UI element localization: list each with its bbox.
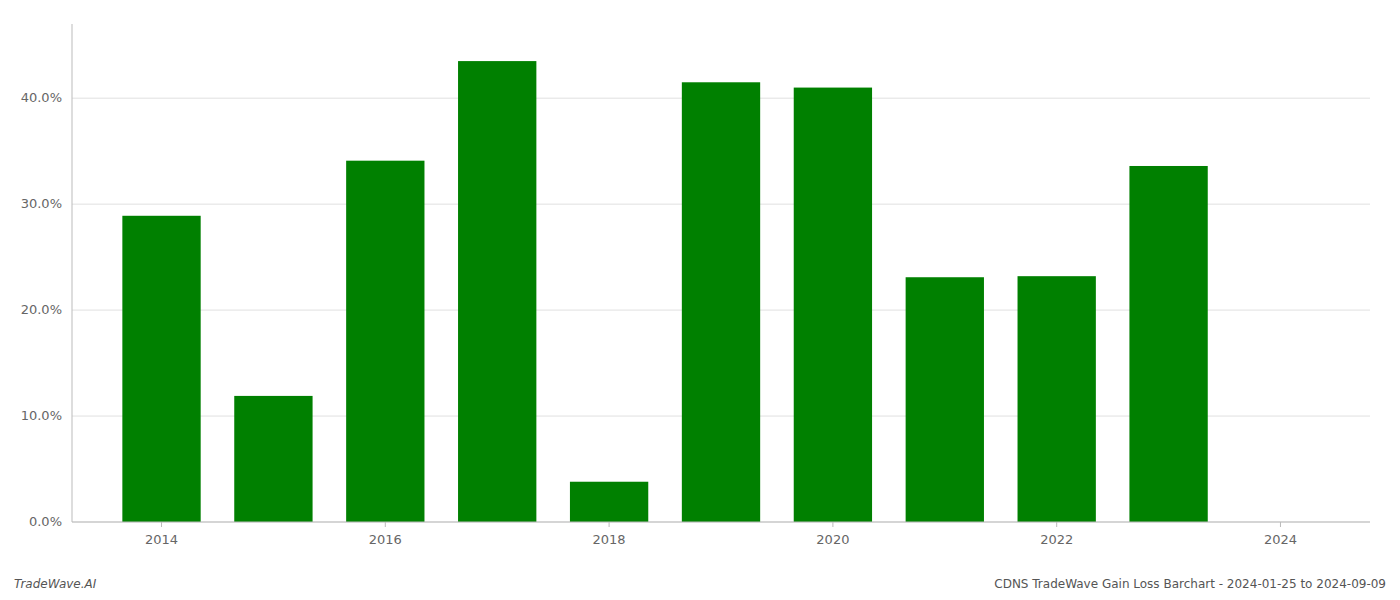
- footer: TradeWave.AI CDNS TradeWave Gain Loss Bar…: [14, 577, 1386, 591]
- x-tick-label: 2014: [145, 532, 178, 547]
- bar: [122, 216, 200, 522]
- chart-container: 0.0% 10.0% 20.0% 30.0% 40.0% 2014 2016 2018 2020…: [0, 0, 1400, 600]
- y-axis-line: [72, 24, 73, 522]
- x-tick: [385, 522, 386, 527]
- x-tick-label: 2020: [816, 532, 849, 547]
- bars: [122, 61, 1207, 522]
- bar: [1018, 276, 1096, 522]
- footer-right: CDNS TradeWave Gain Loss Barchart - 2024…: [994, 577, 1386, 591]
- y-tick-label: 20.0%: [21, 302, 62, 317]
- x-tick: [1056, 522, 1057, 527]
- x-tick: [832, 522, 833, 527]
- background: [0, 0, 1400, 600]
- x-tick-label: 2016: [369, 532, 402, 547]
- x-axis-line: [72, 522, 1370, 523]
- grid-line: [72, 522, 1370, 523]
- x-tick: [609, 522, 610, 527]
- y-tick-label: 0.0%: [29, 514, 62, 529]
- bar: [234, 396, 312, 522]
- y-tick-label: 40.0%: [21, 90, 62, 105]
- bar: [794, 88, 872, 522]
- footer-left: TradeWave.AI: [14, 577, 97, 591]
- x-tick-label: 2018: [593, 532, 626, 547]
- y-tick-labels: 0.0% 10.0% 20.0% 30.0% 40.0%: [21, 90, 62, 529]
- bar: [1129, 166, 1207, 522]
- bar: [570, 482, 648, 522]
- bar: [682, 82, 760, 522]
- x-tick: [1280, 522, 1281, 527]
- bar: [346, 161, 424, 522]
- x-tick-labels: 2014 2016 2018 2020 2022 2024: [145, 522, 1297, 547]
- chart-svg: 0.0% 10.0% 20.0% 30.0% 40.0% 2014 2016 2018 2020…: [0, 0, 1400, 600]
- bar: [906, 277, 984, 522]
- x-tick: [161, 522, 162, 527]
- bar: [458, 61, 536, 522]
- y-tick-label: 30.0%: [21, 196, 62, 211]
- x-tick-label: 2022: [1040, 532, 1073, 547]
- y-tick-label: 10.0%: [21, 408, 62, 423]
- x-tick-label: 2024: [1264, 532, 1297, 547]
